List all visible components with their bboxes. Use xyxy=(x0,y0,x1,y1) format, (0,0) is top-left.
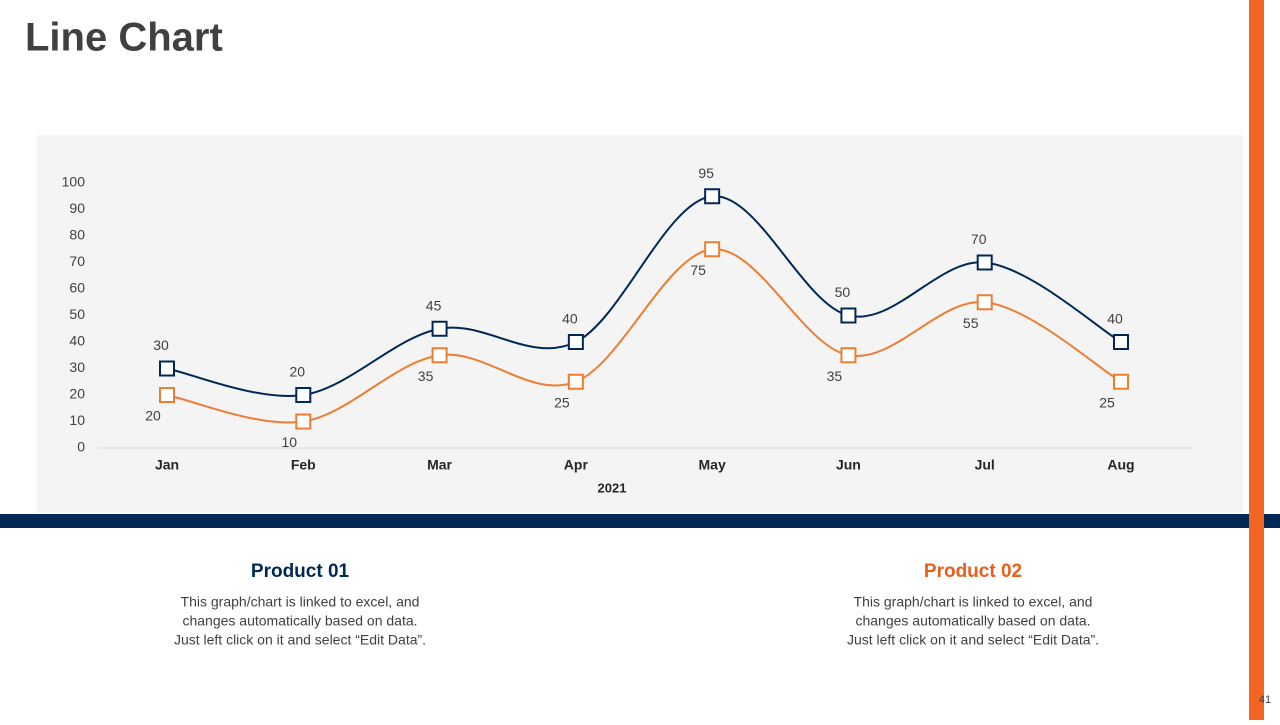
y-tick-label: 50 xyxy=(69,306,85,322)
y-tick-label: 90 xyxy=(69,200,85,216)
point-marker xyxy=(840,347,857,364)
point-marker xyxy=(295,387,312,403)
data-label: 40 xyxy=(562,311,578,327)
side-bar xyxy=(1249,0,1264,720)
y-tick-label: 20 xyxy=(69,386,85,402)
x-tick-label: Apr xyxy=(564,457,589,473)
data-label: 70 xyxy=(971,231,987,247)
point-marker xyxy=(976,254,993,271)
data-label: 95 xyxy=(698,165,714,181)
data-label: 35 xyxy=(418,368,434,384)
x-axis-label: 2021 xyxy=(598,480,627,495)
x-tick-label: Mar xyxy=(427,457,452,473)
product-description: changes automatically based on data. xyxy=(182,613,417,629)
product-name: Product 01 xyxy=(251,561,350,582)
y-tick-label: 10 xyxy=(69,412,85,428)
data-label: 25 xyxy=(554,394,570,410)
data-label: 50 xyxy=(835,284,851,300)
y-tick-label: 30 xyxy=(69,359,85,375)
point-marker xyxy=(567,334,584,350)
data-label: 20 xyxy=(145,408,161,424)
product-description: Just left click on it and select “Edit D… xyxy=(847,632,1099,648)
point-marker xyxy=(431,347,448,364)
x-tick-label: Jul xyxy=(975,457,995,473)
series-line xyxy=(166,248,1122,424)
page-number: 41 xyxy=(1259,694,1271,706)
data-label: 20 xyxy=(289,364,305,380)
data-label: 40 xyxy=(1107,311,1123,327)
y-tick-label: 40 xyxy=(69,333,85,349)
chart-panel xyxy=(37,135,1243,513)
x-tick-label: May xyxy=(699,457,726,473)
divider-bar xyxy=(0,514,1280,528)
x-tick-label: Jan xyxy=(155,457,179,473)
point-marker xyxy=(704,188,721,205)
product-description: This graph/chart is linked to excel, and xyxy=(181,594,420,610)
point-marker xyxy=(1113,373,1129,390)
x-tick-label: Jun xyxy=(836,457,861,473)
point-marker xyxy=(704,241,721,258)
y-tick-label: 70 xyxy=(69,253,85,269)
data-label: 75 xyxy=(690,262,706,278)
product-description: This graph/chart is linked to excel, and xyxy=(854,594,1093,610)
point-marker xyxy=(1113,334,1129,350)
point-marker xyxy=(840,307,857,324)
point-marker xyxy=(567,373,584,390)
x-tick-label: Feb xyxy=(291,457,316,473)
point-marker xyxy=(431,320,448,337)
point-marker xyxy=(159,360,175,377)
y-tick-label: 0 xyxy=(77,439,85,455)
y-tick-label: 60 xyxy=(69,280,85,296)
product-description: Just left click on it and select “Edit D… xyxy=(174,632,426,648)
series-line xyxy=(166,195,1122,397)
product-name: Product 02 xyxy=(924,561,1022,582)
slide-title: Line Chart xyxy=(25,16,223,60)
data-label: 30 xyxy=(153,337,169,353)
point-marker xyxy=(159,387,175,403)
y-tick-label: 100 xyxy=(62,174,86,190)
data-label: 45 xyxy=(426,297,442,313)
data-label: 55 xyxy=(963,315,979,331)
point-marker xyxy=(295,413,312,430)
data-label: 10 xyxy=(281,434,297,450)
point-marker xyxy=(976,294,993,311)
product-description: changes automatically based on data. xyxy=(855,613,1090,629)
y-tick-label: 80 xyxy=(69,227,85,243)
x-tick-label: Aug xyxy=(1107,457,1134,473)
data-label: 35 xyxy=(827,368,843,384)
data-label: 25 xyxy=(1099,394,1115,410)
